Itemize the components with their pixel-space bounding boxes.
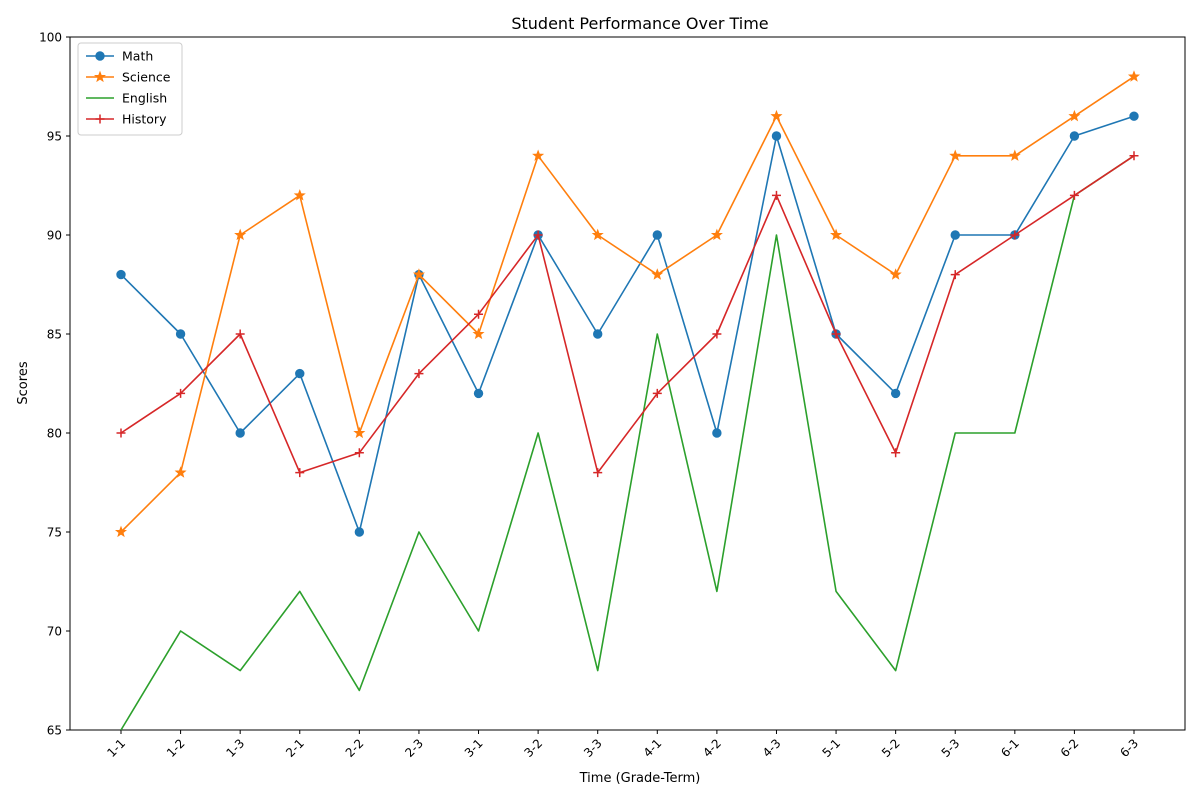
series-line-english: [120, 155, 1135, 731]
data-point-math: [295, 368, 305, 379]
legend: Math Science English History: [77, 42, 183, 136]
data-point-science: [532, 149, 545, 161]
data-point-science: [234, 228, 247, 241]
legend-label-history: History: [122, 112, 167, 127]
y-tick-label: 90: [47, 229, 62, 243]
data-point-history: [1129, 151, 1139, 161]
y-tick-label: 65: [47, 724, 62, 738]
data-point-math: [950, 230, 960, 240]
y-tick-label: 85: [47, 328, 62, 342]
x-axis-label: Time (Grade-Term): [579, 771, 701, 786]
data-point-science: [1008, 149, 1021, 161]
data-point-history: [950, 270, 960, 280]
data-point-science: [412, 268, 425, 280]
data-point-history: [1010, 230, 1020, 240]
data-point-history: [652, 388, 662, 398]
legend-label-science: Science: [122, 70, 171, 85]
data-point-history: [771, 190, 781, 200]
data-point-history: [414, 369, 424, 379]
data-point-science: [174, 466, 187, 478]
series-line-history: [120, 155, 1135, 474]
data-point-history: [593, 468, 603, 478]
data-point-history: [354, 448, 364, 458]
data-point-history: [891, 448, 901, 458]
data-point-history: [712, 329, 722, 339]
data-point-science: [1068, 109, 1081, 122]
data-point-math: [771, 131, 782, 141]
data-point-history: [533, 230, 543, 240]
data-point-science: [114, 525, 128, 538]
data-point-math: [890, 388, 901, 399]
data-point-science: [770, 109, 783, 122]
data-point-science: [889, 268, 902, 280]
y-tick-label: 75: [47, 526, 62, 540]
legend-marker-history: [95, 114, 105, 124]
data-point-math: [593, 329, 603, 339]
legend-box: [77, 42, 183, 136]
data-point-science: [353, 426, 366, 439]
data-point-history: [116, 428, 126, 438]
chart-title: Student Performance Over Time: [511, 14, 768, 33]
data-point-history: [176, 388, 186, 398]
data-point-science: [949, 149, 962, 161]
y-tick-label: 70: [47, 625, 62, 639]
data-point-science: [472, 327, 485, 340]
series-line-science: [120, 75, 1135, 533]
data-point-math: [1069, 131, 1080, 141]
legend-marker-math: [95, 51, 105, 61]
data-point-science: [830, 228, 843, 241]
legend-label-math: Math: [122, 49, 153, 64]
data-point-math: [354, 527, 365, 537]
y-axis-label: Scores: [16, 361, 31, 404]
legend-label-english: English: [122, 91, 167, 106]
y-tick-label: 95: [47, 130, 62, 144]
legend-marker-science: [93, 70, 107, 83]
data-point-science: [591, 228, 604, 241]
data-point-science: [710, 228, 723, 241]
data-point-math: [235, 428, 245, 438]
data-point-math: [175, 329, 186, 339]
data-point-science: [1127, 70, 1141, 82]
data-point-math: [652, 230, 662, 240]
data-point-math: [712, 428, 722, 438]
data-point-math: [1129, 111, 1139, 121]
data-point-history: [831, 329, 841, 339]
data-point-history: [1069, 190, 1079, 200]
data-point-history: [295, 468, 305, 478]
data-point-science: [293, 189, 306, 201]
data-point-science: [651, 268, 664, 280]
y-tick-label: 100: [39, 31, 62, 45]
series-line-math: [120, 115, 1135, 533]
data-point-history: [235, 329, 245, 339]
axes-frame: [69, 36, 1186, 731]
data-point-math: [116, 269, 126, 280]
y-tick-label: 80: [47, 427, 62, 441]
data-point-math: [473, 388, 484, 399]
data-point-history: [474, 309, 484, 319]
